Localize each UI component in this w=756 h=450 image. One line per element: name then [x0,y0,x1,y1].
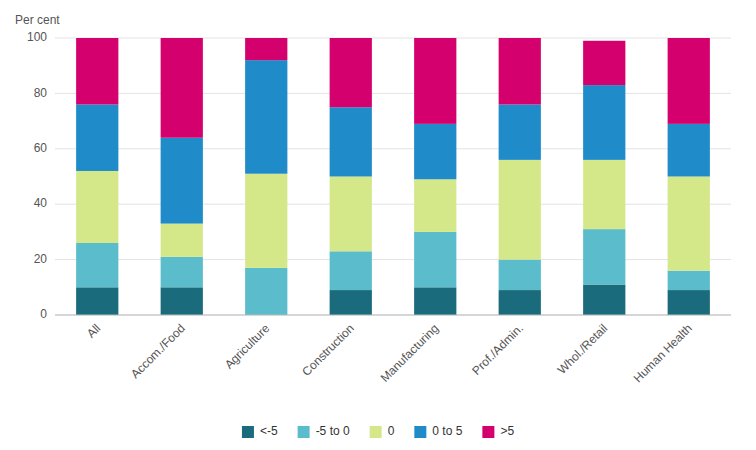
bar-segment [414,124,456,179]
legend: <-5 -5 to 0 0 0 to 5 >5 [242,424,514,438]
bar-segment [583,160,625,229]
bar-segment [499,160,541,260]
bar-segment [245,174,287,268]
bars [76,38,710,315]
series [76,285,710,315]
y-tick-label: 20 [34,252,48,266]
y-tick-label: 0 [40,307,47,321]
legend-swatch [242,426,254,438]
bar-segment [583,41,625,85]
bar-segment [330,290,372,315]
bar-segment [161,257,203,287]
bar-segment [668,38,710,124]
legend-label: >5 [500,424,514,438]
bar-segment [245,268,287,315]
bar-segment [668,124,710,177]
grid-line [55,259,731,260]
bar-segment [76,287,118,315]
bar-segment [330,107,372,176]
bar-segment [499,260,541,290]
legend-swatch [414,426,426,438]
legend-item: 0 to 5 [414,424,462,438]
legend-swatch [298,426,310,438]
bar-segment [330,38,372,107]
x-tick-label: Accom./Food [128,321,188,381]
chart-container: 0 20 40 60 80 100 Per cent All Accom./Food Agricu… [0,0,756,450]
bar-segment [499,38,541,104]
x-tick-label: Agriculture [222,321,273,372]
bar-segment [161,138,203,224]
bar-segment [76,104,118,170]
x-tick-label: Whol./Retail [555,321,611,377]
y-axis-label: Per cent [15,13,60,27]
bar-segment [414,287,456,315]
bar-segment [414,38,456,124]
legend-item: <-5 [242,424,278,438]
bar-segment [76,171,118,243]
legend-swatch [370,426,382,438]
grid-line [55,38,731,39]
grid-line [55,148,731,149]
bar-segment [583,85,625,160]
x-tick-label: Construction [299,321,357,379]
bar-segment [499,104,541,159]
chart: 0 20 40 60 80 100 Per cent All Accom./Food Agricu… [0,0,756,450]
bar-segment [668,290,710,315]
y-tick-label: 100 [27,30,47,44]
bar-segment [161,224,203,257]
bar-segment [668,177,710,271]
bar-segment [245,38,287,60]
x-axis: All Accom./Food Agriculture Construction Man… [84,321,695,385]
legend-item: -5 to 0 [298,424,350,438]
bar-segment [161,287,203,315]
bar-segment [330,177,372,252]
x-tick-label: All [84,321,103,340]
bar-segment [414,232,456,287]
y-tick-label: 80 [34,86,48,100]
grid-line [55,93,731,94]
legend-label: 0 to 5 [432,424,462,438]
y-tick-label: 60 [34,141,48,155]
legend-label: 0 [388,424,395,438]
bar-segment [76,243,118,287]
bar-segment [583,285,625,315]
legend-label: -5 to 0 [316,424,350,438]
legend-label: <-5 [260,424,278,438]
bar-segment [245,60,287,174]
legend-swatch [482,426,494,438]
bar-segment [161,38,203,138]
bar-segment [499,290,541,315]
x-tick-label: Manufacturing [378,321,442,385]
y-tick-label: 40 [34,196,48,210]
legend-item: >5 [482,424,514,438]
bar-segment [414,179,456,232]
x-tick-label: Prof./Admin. [469,321,526,378]
bar-segment [583,229,625,284]
series [76,38,710,138]
bar-segment [76,38,118,104]
legend-item: 0 [370,424,395,438]
bar-segment [668,271,710,290]
x-axis-line [55,315,731,316]
grid-line [55,315,731,316]
grid-line [55,204,731,205]
bar-segment [330,251,372,290]
y-axis: 0 20 40 60 80 100 [27,30,731,321]
x-tick-label: Human Health [631,321,695,385]
